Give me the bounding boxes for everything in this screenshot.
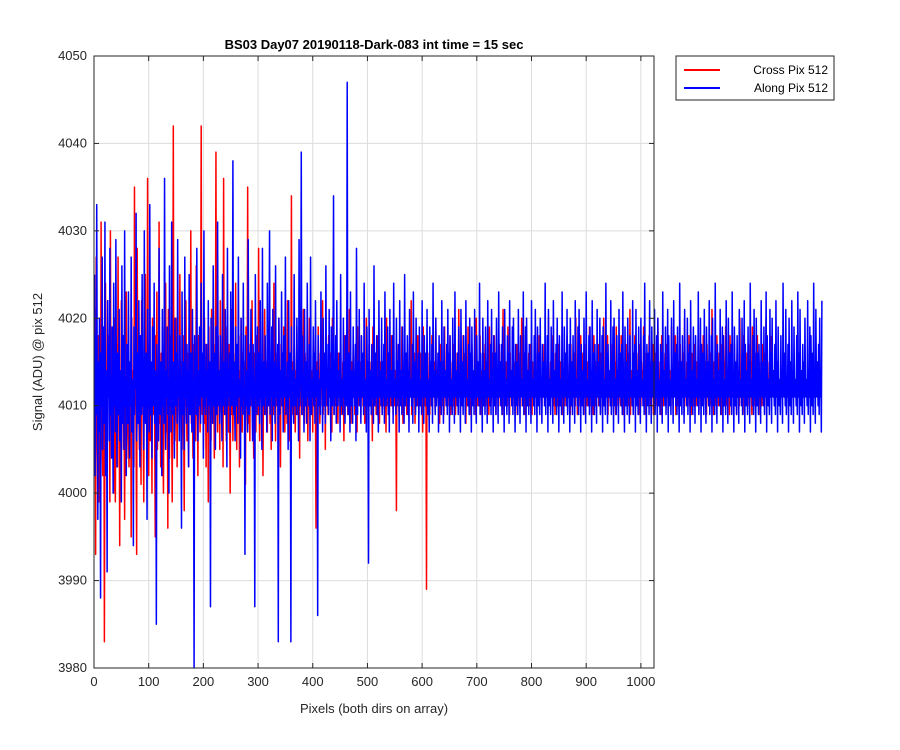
y-tick-label: 4030	[58, 223, 87, 238]
y-tick-label: 3980	[58, 660, 87, 675]
y-tick-label: 3990	[58, 573, 87, 588]
legend: Cross Pix 512 Along Pix 512	[675, 55, 835, 101]
x-tick-label: 800	[521, 674, 543, 689]
plot-area: 0 100 200 300 400 500 600 700 800 900 1000 3980 3990…	[58, 48, 823, 689]
series-line-2	[93, 81, 823, 669]
y-axis-label: Signal (ADU) @ pix 512	[30, 293, 45, 431]
x-tick-label: 500	[357, 674, 379, 689]
y-tick-label: 4010	[58, 398, 87, 413]
y-tick-label: 4000	[58, 485, 87, 500]
x-tick-label: 100	[138, 674, 160, 689]
x-tick-label: 300	[247, 674, 269, 689]
y-tick-label: 4040	[58, 135, 87, 150]
y-tick-label: 4020	[58, 310, 87, 325]
legend-box	[675, 55, 835, 101]
ticks: 0 100 200 300 400 500 600 700 800 900 1000 3980 3990…	[58, 48, 655, 689]
chart-title: BS03 Day07 20190118-Dark-083 int time = …	[225, 37, 524, 52]
x-tick-label: 0	[90, 674, 97, 689]
series-layer	[93, 81, 823, 669]
axes-box	[93, 55, 655, 669]
x-tick-label: 400	[302, 674, 324, 689]
legend-label: Along Pix 512	[754, 81, 828, 95]
x-axis-label: Pixels (both dirs on array)	[300, 701, 448, 716]
x-tick-label: 600	[411, 674, 433, 689]
legend-label: Cross Pix 512	[753, 63, 828, 77]
x-tick-label: 700	[466, 674, 488, 689]
x-tick-label: 1000	[626, 674, 655, 689]
y-tick-label: 4050	[58, 48, 87, 63]
x-tick-label: 200	[193, 674, 215, 689]
x-tick-label: 900	[575, 674, 597, 689]
